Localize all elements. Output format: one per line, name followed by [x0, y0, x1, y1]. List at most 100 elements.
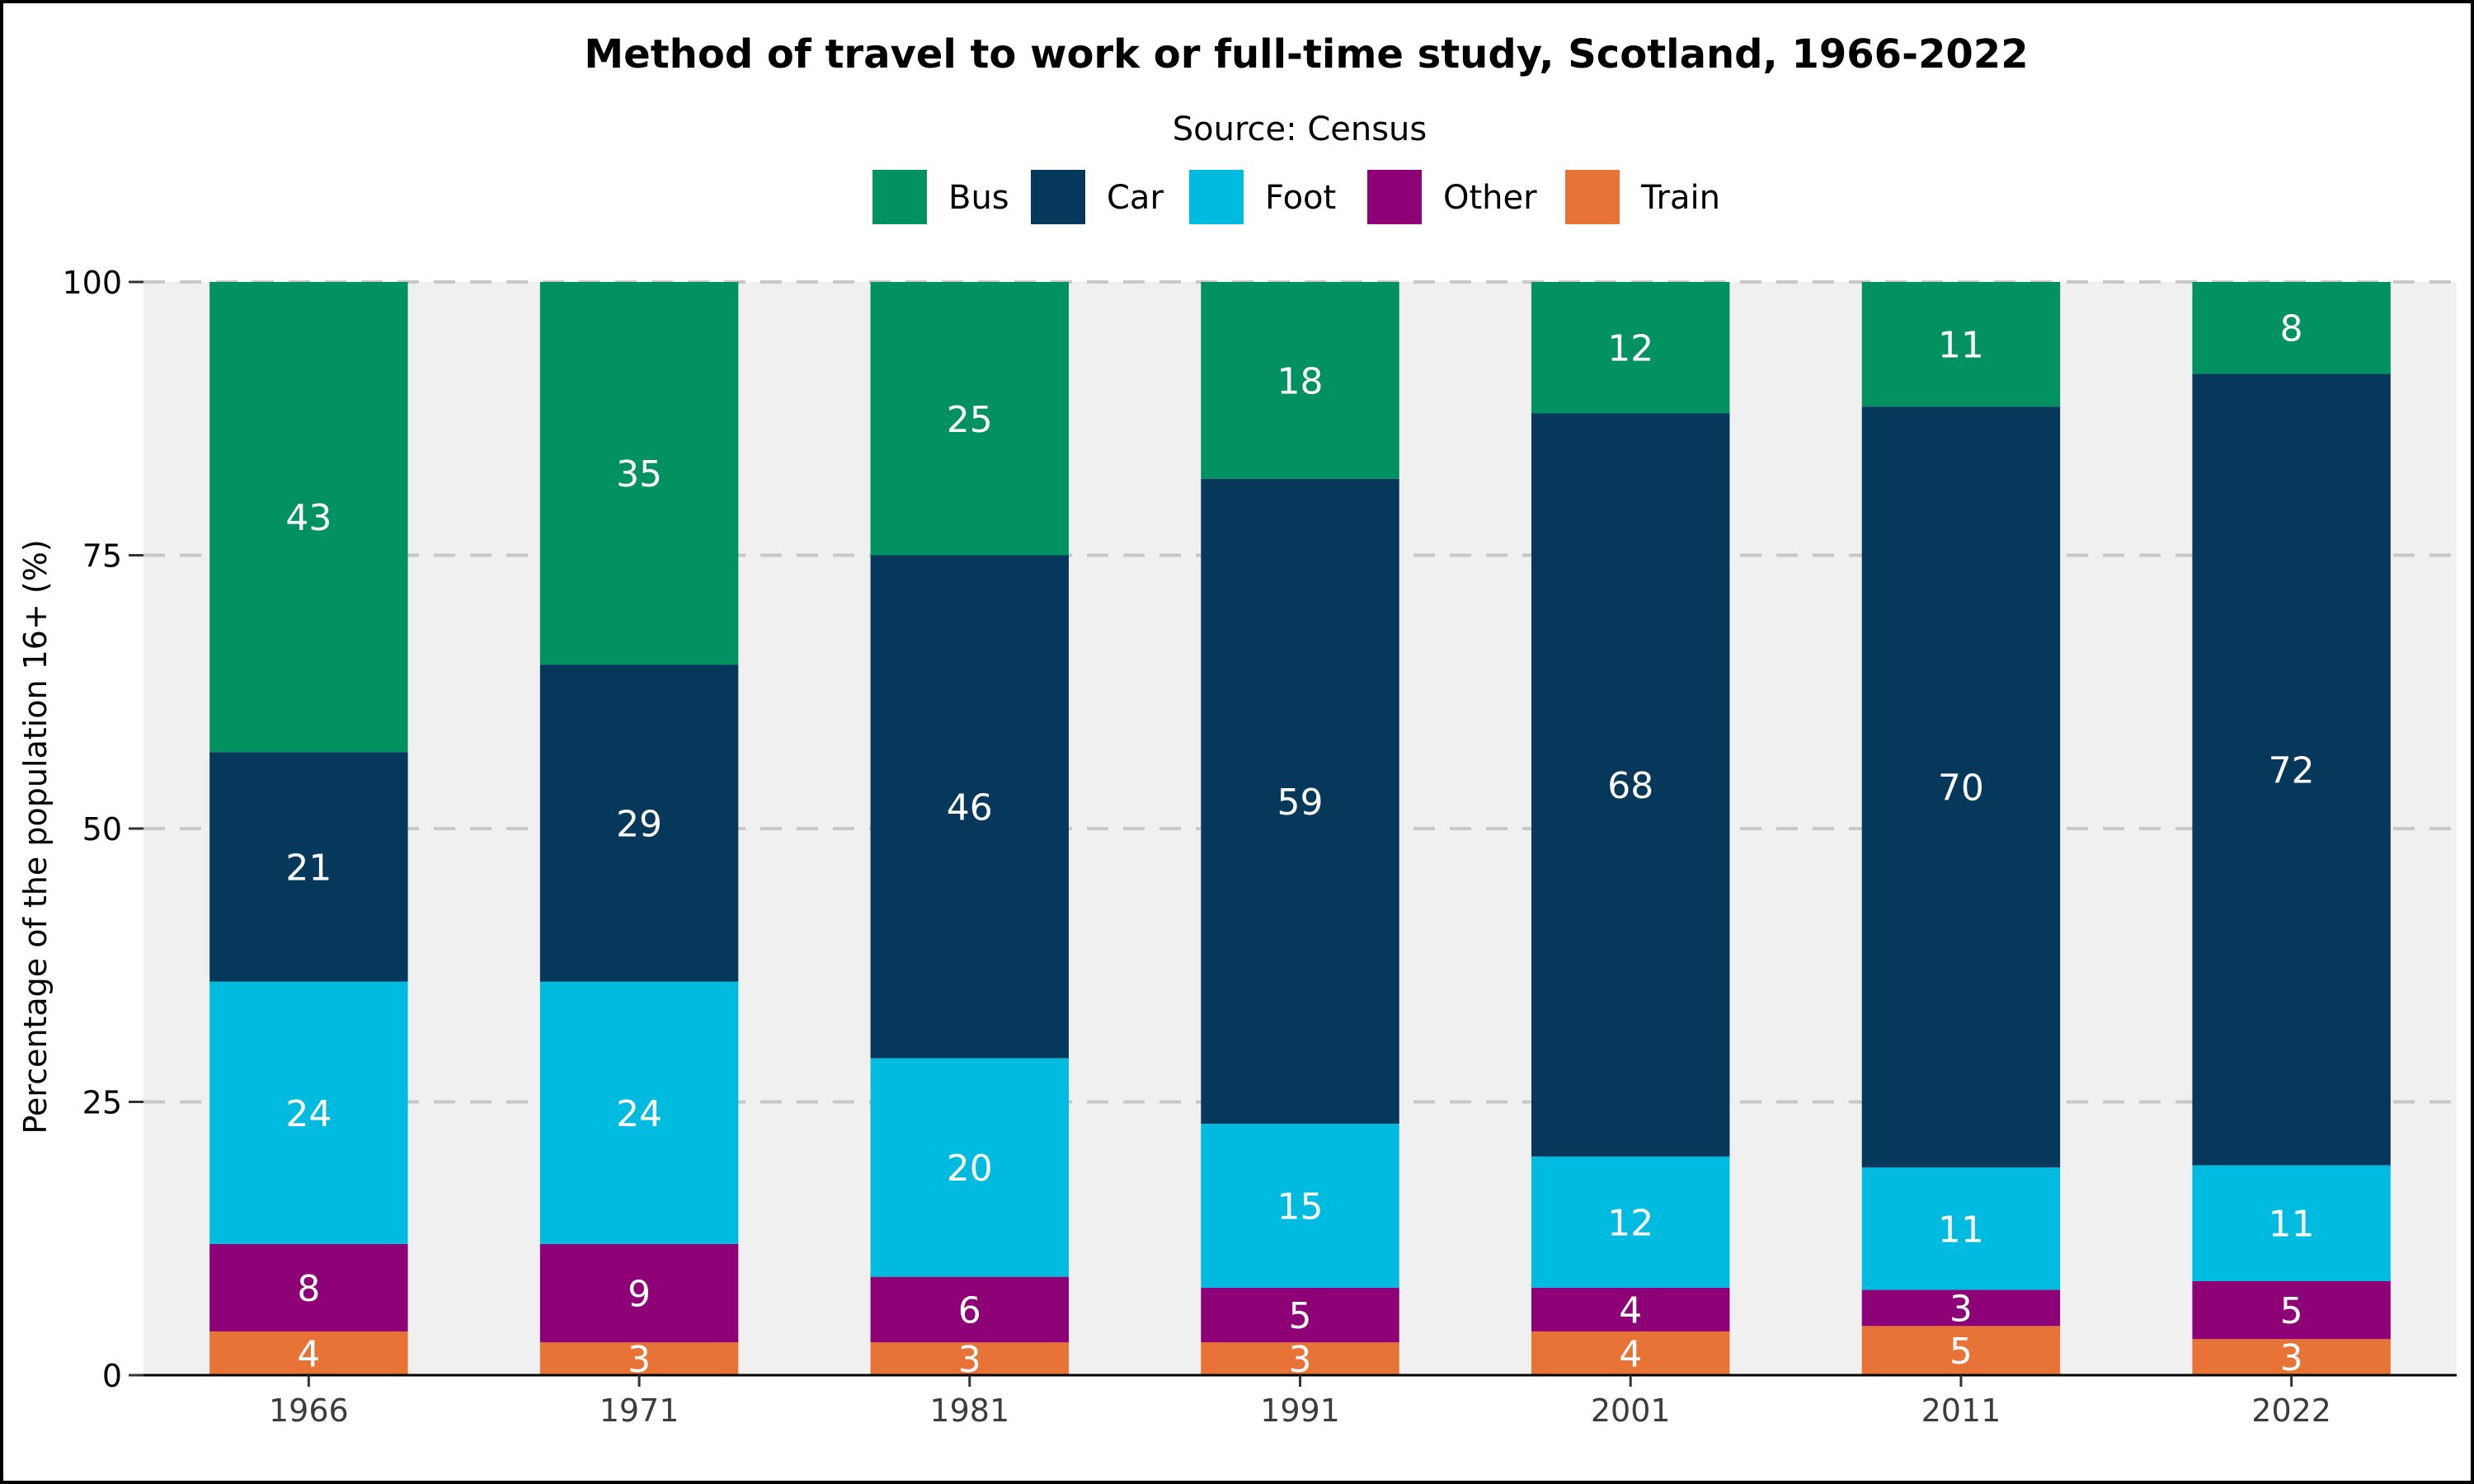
- bar-foot-2001: [1531, 1156, 1730, 1288]
- data-label-car-1981: 46: [947, 787, 993, 829]
- bar-train-1971: [539, 1342, 739, 1375]
- bar-bus-2011: [1861, 282, 2061, 407]
- bar-foot-1991: [1201, 1124, 1399, 1288]
- bar-foot-1981: [870, 1058, 1069, 1277]
- bar-other-2011: [1861, 1289, 2061, 1327]
- data-label-other-2022: 5: [2280, 1290, 2303, 1332]
- bar-foot-2011: [1861, 1167, 2061, 1290]
- bar-car-1971: [539, 665, 739, 982]
- data-label-car-1966: 21: [285, 847, 332, 889]
- data-label-other-2011: 3: [1950, 1288, 1973, 1330]
- gridlines: [143, 280, 2457, 1104]
- legend-swatch-train: [1565, 170, 1620, 224]
- data-label-foot-1966: 24: [285, 1093, 332, 1135]
- bar-other-1971: [539, 1243, 739, 1343]
- x-tick-label-2011: 2011: [1921, 1392, 2001, 1429]
- legend-swatch-car: [1031, 170, 1085, 224]
- bar-foot-1971: [539, 981, 739, 1244]
- data-label-bus-1966: 43: [285, 497, 332, 539]
- y-tick-label: 100: [62, 265, 122, 301]
- y-tick-label: 50: [82, 811, 122, 848]
- data-label-car-2022: 72: [2269, 749, 2315, 791]
- legend-label-foot: Foot: [1265, 179, 1336, 217]
- data-label-foot-1971: 24: [616, 1093, 662, 1135]
- data-label-bus-1991: 18: [1277, 360, 1324, 402]
- x-tick-label-1981: 1981: [929, 1392, 1009, 1429]
- x-tick-label-1966: 1966: [269, 1392, 349, 1429]
- legend-label-train: Train: [1640, 179, 1720, 217]
- data-label-train-1966: 4: [297, 1333, 320, 1375]
- data-label-other-1981: 6: [958, 1289, 981, 1331]
- data-label-foot-1991: 15: [1277, 1186, 1324, 1228]
- data-label-train-2001: 4: [1619, 1333, 1642, 1375]
- data-label-other-2001: 4: [1619, 1289, 1642, 1331]
- bar-foot-2022: [2192, 1165, 2391, 1281]
- bar-car-1981: [870, 555, 1069, 1059]
- data-label-other-1991: 5: [1289, 1295, 1312, 1337]
- x-tick-label-2022: 2022: [2251, 1392, 2331, 1429]
- data-label-bus-1981: 25: [947, 399, 993, 441]
- x-tick-label-2001: 2001: [1591, 1392, 1671, 1429]
- bar-train-2001: [1531, 1331, 1730, 1375]
- bar-bus-1991: [1201, 282, 1399, 479]
- data-label-car-2001: 68: [1607, 765, 1653, 807]
- x-tick-label-1991: 1991: [1260, 1392, 1340, 1429]
- bar-bus-1971: [539, 282, 739, 665]
- bar-other-1966: [209, 1243, 408, 1331]
- bar-car-2011: [1861, 406, 2061, 1168]
- legend-swatch-other: [1367, 170, 1422, 224]
- data-label-bus-2011: 11: [1938, 325, 1984, 367]
- bar-bus-2001: [1531, 282, 1730, 414]
- bar-car-2022: [2192, 373, 2391, 1166]
- legend: Bus Car Foot Other Train: [872, 170, 1720, 224]
- bar-other-2022: [2192, 1280, 2391, 1340]
- data-label-car-2011: 70: [1938, 768, 1984, 810]
- bar-bus-2022: [2192, 282, 2391, 374]
- data-label-foot-1981: 20: [947, 1148, 993, 1190]
- bar-other-2001: [1531, 1287, 1730, 1331]
- bar-train-1991: [1201, 1342, 1399, 1375]
- bar-train-2011: [1861, 1326, 2061, 1375]
- bar-foot-1966: [209, 981, 408, 1244]
- legend-label-bus: Bus: [948, 179, 1009, 217]
- stacked-bar-chart: 4824214339242935362046253515591844126812…: [17, 31, 2457, 1429]
- data-label-foot-2022: 11: [2269, 1204, 2315, 1246]
- bar-train-1981: [870, 1342, 1069, 1375]
- x-tick-label-1971: 1971: [600, 1392, 680, 1429]
- chart-title: Method of travel to work or full-time st…: [584, 31, 2028, 77]
- data-label-other-1971: 9: [628, 1274, 651, 1316]
- y-axis: 0 25 50 75 100: [62, 265, 143, 1394]
- y-tick-label: 25: [82, 1085, 122, 1121]
- data-label-train-2022: 3: [2280, 1337, 2303, 1379]
- bar-car-1966: [209, 752, 408, 982]
- y-axis-title: Percentage of the population 16+ (%): [17, 539, 54, 1134]
- data-label-other-1966: 8: [297, 1268, 320, 1310]
- y-tick-label: 75: [82, 538, 122, 575]
- data-label-bus-2022: 8: [2280, 308, 2303, 350]
- data-labels-group: 4824214339242935362046253515591844126812…: [285, 308, 2314, 1381]
- bar-car-1991: [1201, 478, 1399, 1125]
- bar-other-1981: [870, 1276, 1069, 1343]
- bar-other-1991: [1201, 1287, 1399, 1343]
- data-label-car-1991: 59: [1277, 782, 1324, 824]
- bar-bus-1966: [209, 282, 408, 753]
- data-label-foot-2001: 12: [1607, 1202, 1653, 1244]
- data-label-bus-1971: 35: [616, 453, 662, 495]
- legend-label-other: Other: [1443, 179, 1537, 217]
- legend-swatch-bus: [872, 170, 927, 224]
- bars-group: [209, 282, 2391, 1375]
- bar-bus-1981: [870, 282, 1069, 556]
- data-label-foot-2011: 11: [1938, 1209, 1984, 1251]
- x-axis: 1966 1971 1981 1991 2001 2011 2022: [269, 1375, 2331, 1429]
- data-label-train-2011: 5: [1950, 1331, 1973, 1373]
- legend-swatch-foot: [1189, 170, 1244, 224]
- bar-train-2022: [2192, 1339, 2391, 1375]
- data-label-car-1971: 29: [616, 803, 662, 845]
- bar-train-1966: [209, 1331, 408, 1375]
- bar-car-2001: [1531, 413, 1730, 1157]
- chart-subtitle: Source: Census: [1173, 110, 1427, 148]
- data-label-bus-2001: 12: [1607, 328, 1653, 370]
- y-tick-label: 0: [102, 1358, 122, 1394]
- legend-label-car: Car: [1107, 179, 1164, 217]
